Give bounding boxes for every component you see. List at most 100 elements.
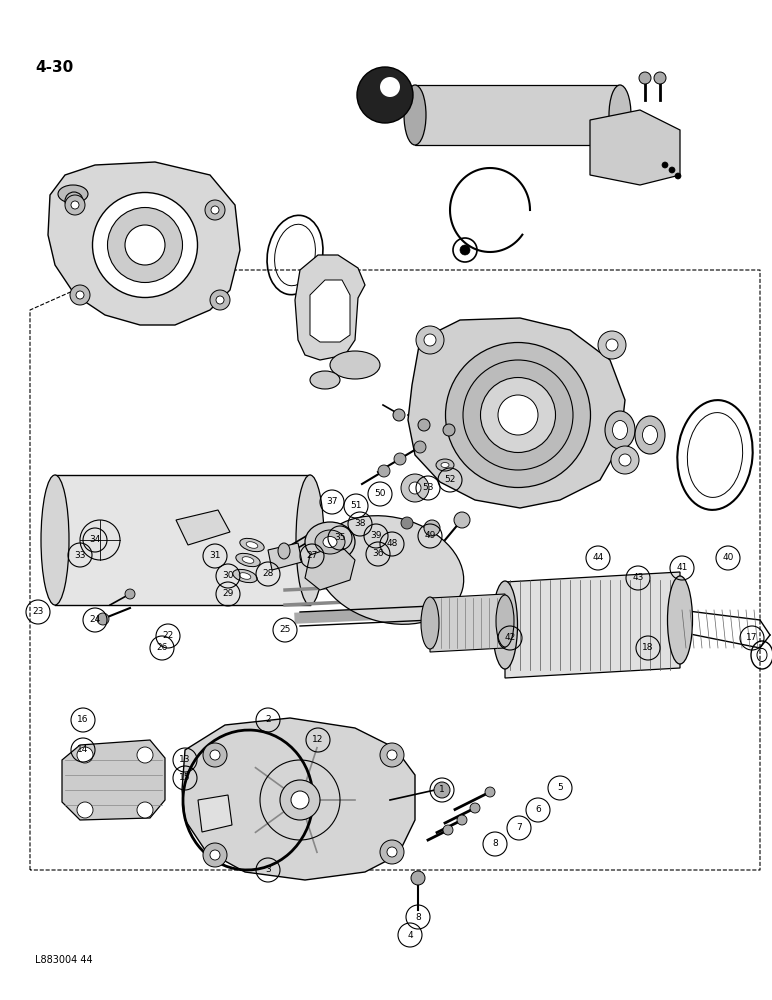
Text: 31: 31 xyxy=(209,552,221,560)
Polygon shape xyxy=(295,255,365,360)
Polygon shape xyxy=(408,318,625,508)
Circle shape xyxy=(137,802,153,818)
Text: 39: 39 xyxy=(371,532,381,540)
Ellipse shape xyxy=(305,522,355,562)
Polygon shape xyxy=(310,280,350,342)
Text: 52: 52 xyxy=(445,476,455,485)
Text: 15: 15 xyxy=(179,774,191,782)
Circle shape xyxy=(203,743,227,767)
Polygon shape xyxy=(415,85,620,145)
Ellipse shape xyxy=(41,475,69,605)
Text: 42: 42 xyxy=(504,634,516,643)
Text: 41: 41 xyxy=(676,564,688,572)
Circle shape xyxy=(137,747,153,763)
Ellipse shape xyxy=(436,459,454,471)
Circle shape xyxy=(457,815,467,825)
Ellipse shape xyxy=(317,516,464,624)
Circle shape xyxy=(216,296,224,304)
Text: 7: 7 xyxy=(516,824,522,832)
Circle shape xyxy=(675,173,681,179)
Circle shape xyxy=(424,520,440,536)
Text: 50: 50 xyxy=(374,489,386,498)
Circle shape xyxy=(380,743,404,767)
Circle shape xyxy=(434,782,450,798)
Polygon shape xyxy=(198,795,232,832)
Text: 48: 48 xyxy=(386,540,398,548)
Text: 33: 33 xyxy=(74,550,86,560)
Ellipse shape xyxy=(668,576,692,664)
Text: 44: 44 xyxy=(592,554,604,562)
Text: 37: 37 xyxy=(327,497,338,506)
Ellipse shape xyxy=(463,360,573,470)
Circle shape xyxy=(409,482,421,494)
Circle shape xyxy=(470,803,480,813)
Circle shape xyxy=(76,291,84,299)
Circle shape xyxy=(418,419,430,431)
Circle shape xyxy=(97,613,109,625)
Text: 43: 43 xyxy=(632,574,644,582)
Circle shape xyxy=(70,285,90,305)
Text: 14: 14 xyxy=(77,746,89,754)
Text: L883004 44: L883004 44 xyxy=(35,955,93,965)
Circle shape xyxy=(416,326,444,354)
Ellipse shape xyxy=(642,426,658,444)
Ellipse shape xyxy=(125,225,165,265)
Ellipse shape xyxy=(65,192,83,210)
Ellipse shape xyxy=(445,342,591,488)
Circle shape xyxy=(387,750,397,760)
Text: 25: 25 xyxy=(279,626,291,635)
Circle shape xyxy=(443,825,453,835)
Text: 24: 24 xyxy=(90,615,100,624)
Polygon shape xyxy=(48,162,240,325)
Ellipse shape xyxy=(310,371,340,389)
Ellipse shape xyxy=(441,462,449,468)
Circle shape xyxy=(598,331,626,359)
Circle shape xyxy=(205,200,225,220)
Text: 13: 13 xyxy=(179,756,191,764)
Circle shape xyxy=(380,77,400,97)
Polygon shape xyxy=(430,594,505,652)
Circle shape xyxy=(357,67,413,123)
Ellipse shape xyxy=(291,791,309,809)
Circle shape xyxy=(210,850,220,860)
Circle shape xyxy=(77,802,93,818)
Text: 34: 34 xyxy=(90,536,100,544)
Text: 17: 17 xyxy=(747,634,758,643)
Text: 23: 23 xyxy=(32,607,44,616)
Circle shape xyxy=(443,424,455,436)
Polygon shape xyxy=(55,475,310,605)
Polygon shape xyxy=(590,110,680,185)
Ellipse shape xyxy=(498,395,538,435)
Circle shape xyxy=(203,843,227,867)
Ellipse shape xyxy=(233,569,257,583)
Text: 35: 35 xyxy=(334,534,346,542)
Circle shape xyxy=(210,750,220,760)
Ellipse shape xyxy=(635,416,665,454)
Ellipse shape xyxy=(239,573,251,579)
Circle shape xyxy=(414,441,426,453)
Ellipse shape xyxy=(493,581,517,669)
Text: 29: 29 xyxy=(222,589,234,598)
Text: 38: 38 xyxy=(354,520,366,528)
Circle shape xyxy=(669,167,675,173)
Text: 4: 4 xyxy=(407,930,413,940)
Ellipse shape xyxy=(605,411,635,449)
Circle shape xyxy=(460,245,470,255)
Ellipse shape xyxy=(278,543,290,559)
Polygon shape xyxy=(62,740,165,820)
Circle shape xyxy=(65,195,85,215)
Text: 28: 28 xyxy=(262,570,274,578)
Circle shape xyxy=(662,162,668,168)
Polygon shape xyxy=(505,572,680,678)
Text: 30: 30 xyxy=(222,572,234,580)
Ellipse shape xyxy=(315,530,345,554)
Ellipse shape xyxy=(330,351,380,379)
Circle shape xyxy=(485,787,495,797)
Text: 4-30: 4-30 xyxy=(35,60,73,75)
Ellipse shape xyxy=(480,377,556,452)
Circle shape xyxy=(394,453,406,465)
Polygon shape xyxy=(176,510,230,545)
Text: 16: 16 xyxy=(77,716,89,724)
Circle shape xyxy=(393,409,405,421)
Circle shape xyxy=(611,446,639,474)
